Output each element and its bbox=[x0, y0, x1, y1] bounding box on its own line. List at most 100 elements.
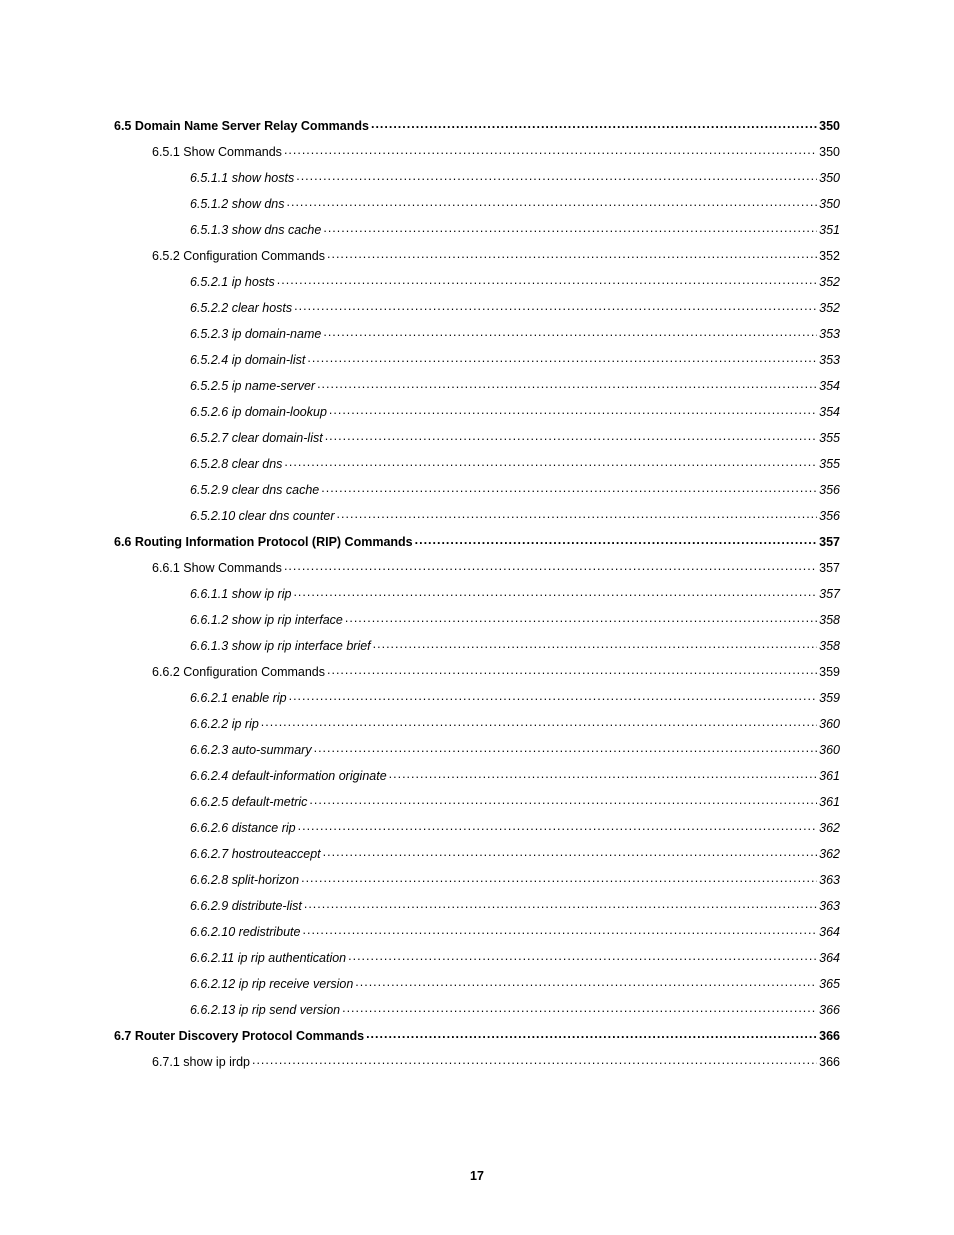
toc-page: 360 bbox=[819, 717, 840, 731]
toc-row: 6.6.2.13 ip rip send version366 bbox=[114, 1001, 840, 1017]
toc-row: 6.5.2.1 ip hosts352 bbox=[114, 273, 840, 289]
toc-row: 6.6.2.3 auto-summary360 bbox=[114, 741, 840, 757]
toc-label: 6.5.1.3 show dns cache bbox=[190, 223, 321, 237]
toc-page: 354 bbox=[819, 405, 840, 419]
toc-page: 357 bbox=[819, 535, 840, 549]
toc-label: 6.6.1.2 show ip rip interface bbox=[190, 613, 343, 627]
toc-page: 353 bbox=[819, 353, 840, 367]
toc-page: 353 bbox=[819, 327, 840, 341]
toc-page: 361 bbox=[819, 795, 840, 809]
toc-page: 363 bbox=[819, 899, 840, 913]
toc-page: 351 bbox=[819, 223, 840, 237]
toc-leader bbox=[389, 767, 817, 780]
toc-label: 6.6.2.6 distance rip bbox=[190, 821, 296, 835]
toc-leader bbox=[373, 637, 817, 650]
toc-row: 6.5.1.2 show dns 350 bbox=[114, 195, 840, 211]
toc-page: 352 bbox=[819, 301, 840, 315]
toc-leader bbox=[307, 351, 817, 364]
toc-leader bbox=[342, 1001, 817, 1014]
toc-label: 6.5.1.2 show dns bbox=[190, 197, 285, 211]
toc-leader bbox=[261, 715, 817, 728]
toc-page: 352 bbox=[819, 275, 840, 289]
toc-row: 6.5.1 Show Commands 350 bbox=[114, 143, 840, 159]
toc-leader bbox=[323, 221, 817, 234]
toc-label: 6.5.2 Configuration Commands bbox=[152, 249, 325, 263]
toc-label: 6.6 Routing Information Protocol (RIP) C… bbox=[114, 535, 413, 549]
toc-row: 6.5.2.4 ip domain-list 353 bbox=[114, 351, 840, 367]
toc-label: 6.6.1.3 show ip rip interface brief bbox=[190, 639, 371, 653]
toc-row: 6.5.2.6 ip domain-lookup 354 bbox=[114, 403, 840, 419]
toc-leader bbox=[284, 143, 817, 156]
toc-row: 6.5.1.1 show hosts350 bbox=[114, 169, 840, 185]
toc-row: 6.5.2.3 ip domain-name 353 bbox=[114, 325, 840, 341]
toc-row: 6.6.2.10 redistribute 364 bbox=[114, 923, 840, 939]
toc-label: 6.6.2.12 ip rip receive version bbox=[190, 977, 353, 991]
toc-leader bbox=[293, 585, 817, 598]
toc-page: 366 bbox=[819, 1029, 840, 1043]
toc-label: 6.6.2.11 ip rip authentication bbox=[190, 951, 346, 965]
toc-row: 6.6.1 Show Commands357 bbox=[114, 559, 840, 575]
toc-label: 6.5.2.4 ip domain-list bbox=[190, 353, 305, 367]
toc-leader bbox=[366, 1027, 817, 1040]
toc-leader bbox=[415, 533, 818, 546]
toc-label: 6.5.2.8 clear dns bbox=[190, 457, 282, 471]
toc-row: 6.5.2.9 clear dns cache356 bbox=[114, 481, 840, 497]
toc-label: 6.6.2.13 ip rip send version bbox=[190, 1003, 340, 1017]
toc-row: 6.6.1.1 show ip rip357 bbox=[114, 585, 840, 601]
toc-leader bbox=[321, 481, 817, 494]
toc-leader bbox=[327, 247, 817, 260]
toc-page: 363 bbox=[819, 873, 840, 887]
toc-row: 6.5.2 Configuration Commands352 bbox=[114, 247, 840, 263]
toc-page: 364 bbox=[819, 951, 840, 965]
toc-page: 354 bbox=[819, 379, 840, 393]
toc-label: 6.7 Router Discovery Protocol Commands bbox=[114, 1029, 364, 1043]
toc-row: 6.7 Router Discovery Protocol Commands 36… bbox=[114, 1027, 840, 1043]
toc-label: 6.5.2.9 clear dns cache bbox=[190, 483, 319, 497]
toc-page: 355 bbox=[819, 431, 840, 445]
toc-label: 6.5.2.3 ip domain-name bbox=[190, 327, 321, 341]
toc-page: 364 bbox=[819, 925, 840, 939]
toc-page: 350 bbox=[819, 197, 840, 211]
toc-page: 361 bbox=[819, 769, 840, 783]
toc-container: 6.5 Domain Name Server Relay Commands350… bbox=[114, 117, 840, 1069]
toc-page: 359 bbox=[819, 691, 840, 705]
toc-label: 6.6.2 Configuration Commands bbox=[152, 665, 325, 679]
toc-label: 6.6.2.10 redistribute bbox=[190, 925, 301, 939]
toc-leader bbox=[337, 507, 818, 520]
toc-leader bbox=[304, 897, 817, 910]
toc-leader bbox=[327, 663, 817, 676]
toc-page: 350 bbox=[819, 119, 840, 133]
toc-row: 6.5.2.10 clear dns counter356 bbox=[114, 507, 840, 523]
toc-leader bbox=[296, 169, 817, 182]
toc-label: 6.5.2.7 clear domain-list bbox=[190, 431, 323, 445]
toc-row: 6.6.2.6 distance rip362 bbox=[114, 819, 840, 835]
toc-leader bbox=[309, 793, 817, 806]
toc-label: 6.6.2.1 enable rip bbox=[190, 691, 287, 705]
toc-row: 6.5.2.7 clear domain-list 355 bbox=[114, 429, 840, 445]
toc-row: 6.6.2 Configuration Commands359 bbox=[114, 663, 840, 679]
toc-label: 6.6.2.3 auto-summary bbox=[190, 743, 312, 757]
toc-leader bbox=[345, 611, 817, 624]
toc-leader bbox=[348, 949, 817, 962]
toc-label: 6.5.1 Show Commands bbox=[152, 145, 282, 159]
toc-row: 6.5 Domain Name Server Relay Commands350 bbox=[114, 117, 840, 133]
toc-row: 6.6.1.2 show ip rip interface 358 bbox=[114, 611, 840, 627]
toc-row: 6.6.2.4 default-information originate 361 bbox=[114, 767, 840, 783]
toc-page: 358 bbox=[819, 613, 840, 627]
toc-leader bbox=[323, 325, 817, 338]
toc-row: 6.6.2.7 hostrouteaccept362 bbox=[114, 845, 840, 861]
toc-label: 6.5.2.6 ip domain-lookup bbox=[190, 405, 327, 419]
toc-label: 6.5.2.5 ip name-server bbox=[190, 379, 315, 393]
page-number: 17 bbox=[0, 1169, 954, 1183]
toc-leader bbox=[289, 689, 818, 702]
toc-label: 6.6.2.4 default-information originate bbox=[190, 769, 387, 783]
toc-row: 6.6.2.12 ip rip receive version365 bbox=[114, 975, 840, 991]
toc-page: 350 bbox=[819, 145, 840, 159]
toc-row: 6.7.1 show ip irdp366 bbox=[114, 1053, 840, 1069]
toc-page: 357 bbox=[819, 561, 840, 575]
toc-row: 6.5.2.8 clear dns355 bbox=[114, 455, 840, 471]
toc-row: 6.6.2.11 ip rip authentication 364 bbox=[114, 949, 840, 965]
toc-leader bbox=[277, 273, 817, 286]
toc-leader bbox=[303, 923, 818, 936]
toc-label: 6.6.1.1 show ip rip bbox=[190, 587, 291, 601]
